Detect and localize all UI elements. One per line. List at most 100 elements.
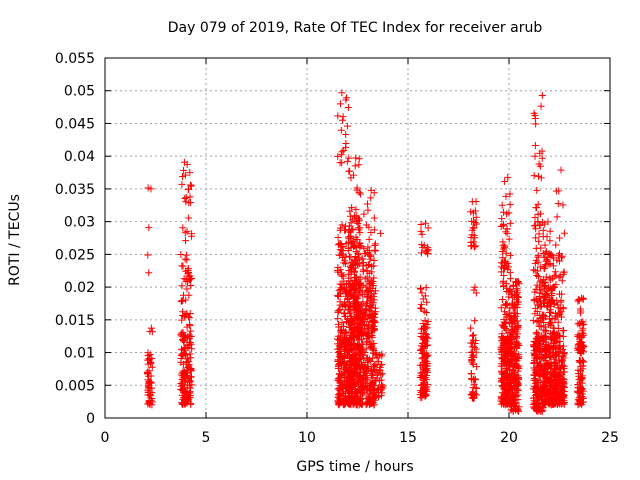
data-point [534,267,542,275]
data-point [349,303,357,311]
data-point [419,334,427,342]
data-point [422,284,430,292]
data-point [555,309,563,317]
data-point [554,304,562,312]
data-point [574,297,582,305]
data-point [339,116,347,124]
data-point [472,348,480,356]
data-point [509,281,517,289]
data-point [343,158,351,166]
data-point [144,360,152,368]
data-point [555,187,563,195]
data-point [363,321,371,329]
data-point [368,390,376,398]
data-point [335,401,343,409]
data-point [530,352,538,360]
data-point [178,297,186,305]
data-point [347,219,355,227]
data-point [532,384,540,392]
data-point [543,233,551,241]
data-point [179,328,187,336]
data-point [530,342,538,350]
data-point [340,322,348,330]
data-point [377,386,385,394]
data-point [537,286,545,294]
data-point [337,151,345,159]
data-point [509,329,517,337]
data-point [345,335,353,343]
data-point [355,161,363,169]
data-point [554,318,562,326]
data-point [342,252,350,260]
data-point [369,285,377,293]
data-point [378,389,386,397]
data-point [363,325,371,333]
data-point [541,363,549,371]
data-point [187,282,195,290]
data-point [509,364,517,372]
data-point [547,376,555,384]
data-point [419,359,427,367]
data-point [534,334,542,342]
data-point [558,391,566,399]
x-axis-label: GPS time / hours [296,459,413,475]
data-point [468,359,476,367]
data-point [423,383,431,391]
data-point [498,248,506,256]
data-point [469,360,477,368]
data-point [536,263,544,271]
data-point [511,320,519,328]
data-point [347,317,355,325]
data-point [178,400,186,408]
data-point [559,375,567,383]
data-point [334,292,342,300]
data-point [357,281,365,289]
y-tick-label: 0.025 [55,247,95,263]
data-point [178,316,186,324]
data-point [348,373,356,381]
data-point [182,198,190,206]
data-point [553,297,561,305]
data-point [178,352,186,360]
data-point [342,130,350,138]
data-point [507,334,515,342]
data-point [471,219,479,227]
data-point [364,292,372,300]
data-point [500,385,508,393]
data-point [533,271,541,279]
data-point [362,312,370,320]
data-point [420,379,428,387]
data-point [187,232,195,240]
data-point [534,404,542,412]
data-point [372,377,380,385]
x-tick-label: 5 [202,430,211,446]
data-point [342,329,350,337]
data-point [510,343,518,351]
data-point [352,205,360,213]
data-point [513,378,521,386]
data-point [502,311,510,319]
data-point [513,287,521,295]
data-point [346,167,354,175]
data-point [506,312,514,320]
data-point [558,380,566,388]
data-point [341,288,349,296]
data-point [515,353,523,361]
data-point [472,337,480,345]
data-point [355,188,363,196]
data-point [345,253,353,261]
data-point [358,399,366,407]
data-point [334,393,342,401]
data-point [497,304,505,312]
data-point [357,329,365,337]
data-point [344,104,352,112]
data-point [502,300,510,308]
data-point [531,304,539,312]
data-point [339,272,347,280]
data-point [179,224,187,232]
data-point [377,361,385,369]
data-point [178,262,186,270]
data-point [467,324,475,332]
data-point [472,197,480,205]
data-point [547,358,555,366]
